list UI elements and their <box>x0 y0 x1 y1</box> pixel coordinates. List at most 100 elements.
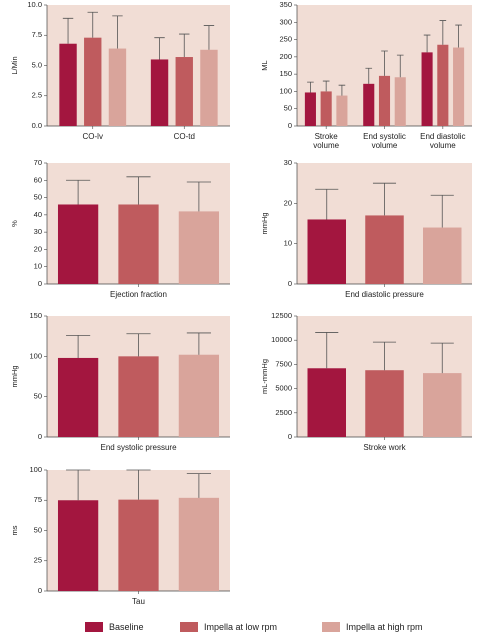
legend-swatch <box>180 622 198 632</box>
error-bar <box>186 332 211 355</box>
y-tick-label: 100 <box>279 86 292 95</box>
y-tick-label: 100 <box>29 351 42 360</box>
bar <box>178 354 220 437</box>
label-line: Stroke <box>315 132 339 141</box>
error-bar <box>179 33 190 58</box>
y-tick-label: 10 <box>34 262 42 271</box>
y-tick-label: 7.5 <box>32 30 42 39</box>
y-tick-label: 10 <box>284 239 292 248</box>
error-bar <box>381 50 388 76</box>
error-bar <box>154 37 165 60</box>
error-bar <box>322 80 330 92</box>
bar <box>304 92 316 126</box>
error-bar <box>66 469 91 501</box>
error-bar <box>87 11 98 38</box>
bar <box>59 43 77 126</box>
bar <box>57 500 99 591</box>
bar <box>84 37 102 126</box>
x-tick-label: CO-lv <box>83 132 103 141</box>
y-tick-label: 0.0 <box>32 121 42 130</box>
y-tick-label: 0 <box>288 121 292 130</box>
error-bar <box>430 342 454 374</box>
y-tick-label: 0 <box>288 432 292 441</box>
y-axis-label: % <box>10 220 19 227</box>
y-axis-label: mmHg <box>260 212 269 234</box>
y-tick-label: 25 <box>34 556 42 565</box>
bar <box>307 368 346 437</box>
y-tick-label: 7500 <box>275 359 292 368</box>
error-bar <box>315 188 339 220</box>
error-bar <box>126 469 151 500</box>
y-tick-label: 100 <box>29 465 42 474</box>
legend-label: Baseline <box>109 622 144 632</box>
y-tick-label: 50 <box>284 104 292 113</box>
error-bar <box>126 333 151 357</box>
y-tick-label: 50 <box>34 193 42 202</box>
y-tick-label: 30 <box>284 158 292 167</box>
x-tick-label: Stroke work <box>363 443 406 452</box>
y-tick-label: 40 <box>34 210 42 219</box>
x-tick-label: End diastolic volume <box>420 132 465 150</box>
y-tick-label: 30 <box>34 227 42 236</box>
y-tick-label: 5000 <box>275 384 292 393</box>
x-tick-label: Ejection fraction <box>110 290 167 299</box>
y-axis-label: mmHg <box>10 365 19 387</box>
bar <box>423 227 462 284</box>
y-tick-label: 0 <box>288 279 292 288</box>
y-tick-label: 50 <box>34 392 42 401</box>
y-axis-label: mL-mmHg <box>260 359 269 394</box>
bar <box>363 83 375 126</box>
error-bar <box>62 17 74 44</box>
y-axis-label: L/Min <box>10 56 19 74</box>
error-bar <box>396 54 404 78</box>
y-tick-label: 12500 <box>271 311 292 320</box>
y-tick-label: 60 <box>34 175 42 184</box>
bar <box>453 47 465 126</box>
legend-swatch <box>85 622 103 632</box>
error-bar <box>112 15 123 49</box>
bar <box>421 52 433 127</box>
bar <box>423 373 462 437</box>
bar <box>378 75 391 126</box>
y-tick-label: 300 <box>279 17 292 26</box>
y-tick-label: 0 <box>38 432 42 441</box>
y-tick-label: 20 <box>284 198 292 207</box>
bar <box>175 57 193 126</box>
y-tick-label: 150 <box>279 69 292 78</box>
legend-label: Impella at high rpm <box>346 622 423 632</box>
x-tick-label: Stroke volume <box>313 132 339 150</box>
y-tick-label: 350 <box>279 0 292 9</box>
label-line: volume <box>372 141 398 150</box>
bar <box>118 356 159 437</box>
y-tick-label: 250 <box>279 35 292 44</box>
y-tick-label: 10000 <box>271 335 292 344</box>
x-tick-label: Tau <box>132 597 145 606</box>
error-bar <box>203 25 215 50</box>
y-axis-label: ML <box>260 60 269 70</box>
y-tick-label: 0 <box>38 586 42 595</box>
y-tick-label: 150 <box>29 311 42 320</box>
bar <box>437 44 449 126</box>
x-tick-label: End systolic volume <box>363 132 406 150</box>
bar <box>118 499 159 591</box>
bar <box>178 497 220 591</box>
bar <box>178 211 220 284</box>
y-tick-label: 50 <box>34 525 42 534</box>
bar <box>108 48 127 127</box>
legend-label: Impella at low rpm <box>204 622 277 632</box>
error-bar <box>186 473 211 498</box>
legend-swatch <box>322 622 340 632</box>
error-bar <box>372 182 397 216</box>
error-bar <box>423 34 431 53</box>
label-line: volume <box>313 141 339 150</box>
bar <box>320 91 332 126</box>
y-tick-label: 2500 <box>275 408 292 417</box>
bar <box>365 215 404 284</box>
plot-background <box>47 5 230 126</box>
y-axis-label: ms <box>10 525 19 535</box>
error-bar <box>66 334 91 358</box>
error-bar <box>430 194 454 228</box>
bar <box>57 357 99 437</box>
bar <box>150 59 169 127</box>
